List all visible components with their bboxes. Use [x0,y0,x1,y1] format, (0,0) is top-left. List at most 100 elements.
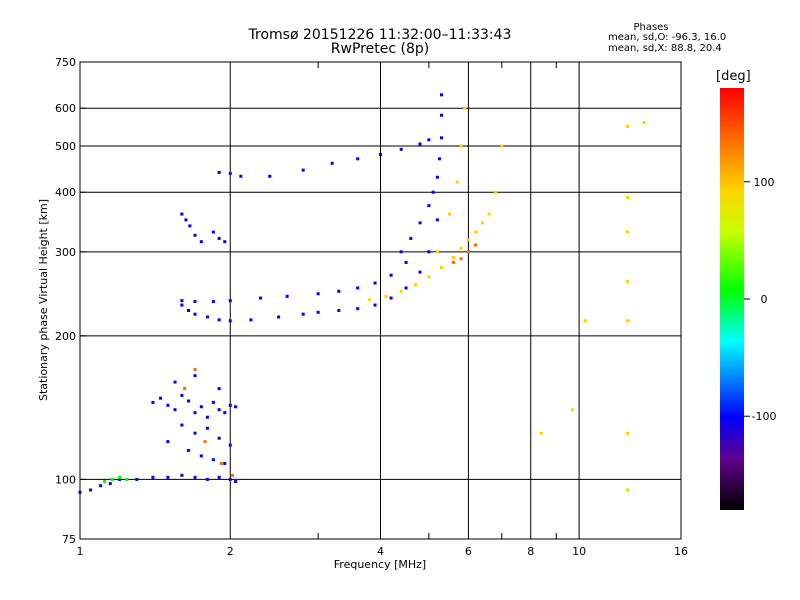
x-tick-label: 1 [77,545,84,558]
data-point [459,246,463,250]
data-point [211,400,215,404]
data-point [316,310,320,314]
y-tick-label: 500 [55,140,76,153]
data-point [539,431,543,435]
data-point [125,477,129,481]
data-point [448,212,452,216]
y-tick-label: 400 [55,186,76,199]
colorbar-tick-label: 100 [754,176,775,189]
x-tick-label: 16 [674,545,688,558]
data-point [135,477,139,481]
data-point [89,488,93,492]
data-point [625,195,629,199]
data-point [217,475,221,479]
data-point [399,289,403,293]
y-axis-label: Stationary phase Virtual Height [km] [37,199,50,401]
data-point [642,121,646,125]
data-point [193,300,197,304]
data-point [480,221,484,225]
data-point [205,426,209,430]
data-point [151,475,155,479]
data-point [223,411,227,415]
data-point [399,250,403,254]
y-tick-label: 750 [55,56,76,69]
data-point [230,473,234,477]
data-point [455,180,459,184]
data-point [625,319,629,323]
data-point [203,440,207,444]
data-point [193,411,197,415]
data-point [118,475,122,479]
data-point [180,303,184,307]
x-tick-label: 8 [527,545,534,558]
data-point [473,243,477,247]
data-point [166,475,170,479]
data-point [217,408,221,412]
data-point [239,174,243,178]
data-point [418,270,422,274]
data-point [356,286,360,290]
data-point [404,286,408,290]
data-point [223,240,227,244]
phases-o-stats: mean, sd,O: -96.3, 16.0 [608,32,727,43]
chart-title: Tromsø 20151226 11:32:00–11:33:43 [248,27,512,43]
data-point [625,279,629,283]
data-point [188,224,192,228]
data-point [217,236,221,240]
phases-heading: Phases [633,22,669,33]
data-point [409,236,413,240]
data-point [427,250,431,254]
plot-frame [79,61,682,540]
data-point [431,190,435,194]
data-point [110,477,114,481]
data-point [451,255,455,259]
data-point [418,221,422,225]
colorbar-title: [deg] [716,69,751,84]
data-point [211,300,215,304]
data-point [166,440,170,444]
data-point [193,233,197,237]
data-point [440,136,444,140]
data-point [625,230,629,234]
data-point [435,250,439,254]
data-point [234,405,238,409]
data-point [389,273,393,277]
data-point [183,387,187,391]
data-point [159,396,163,400]
data-point [199,454,203,458]
data-point [494,190,498,194]
data-point [187,448,191,452]
y-tick-label: 200 [55,330,76,343]
data-point [379,152,382,156]
data-point [356,307,360,311]
colorbar [720,88,744,510]
data-point [301,312,305,316]
data-point [211,230,215,234]
data-point [427,138,431,142]
data-point [180,423,184,427]
data-point [193,475,197,479]
data-point [435,218,439,222]
data-point [487,212,491,216]
data-point [151,400,155,404]
data-point [440,266,444,270]
data-point [571,408,575,412]
data-point [384,294,388,298]
data-point [228,403,232,407]
data-point [217,387,221,391]
data-point [413,283,417,287]
data-point [205,415,209,419]
data-point [166,403,170,407]
data-point [217,436,221,440]
data-point [473,230,477,234]
x-tick-label: 4 [377,545,384,558]
data-point [108,482,112,486]
data-point [466,238,470,242]
data-point [180,299,184,303]
data-point [435,175,439,179]
data-point [193,312,197,316]
data-point [228,443,232,447]
data-point [223,461,227,465]
y-tick-label: 600 [55,102,76,115]
data-point [205,477,209,481]
